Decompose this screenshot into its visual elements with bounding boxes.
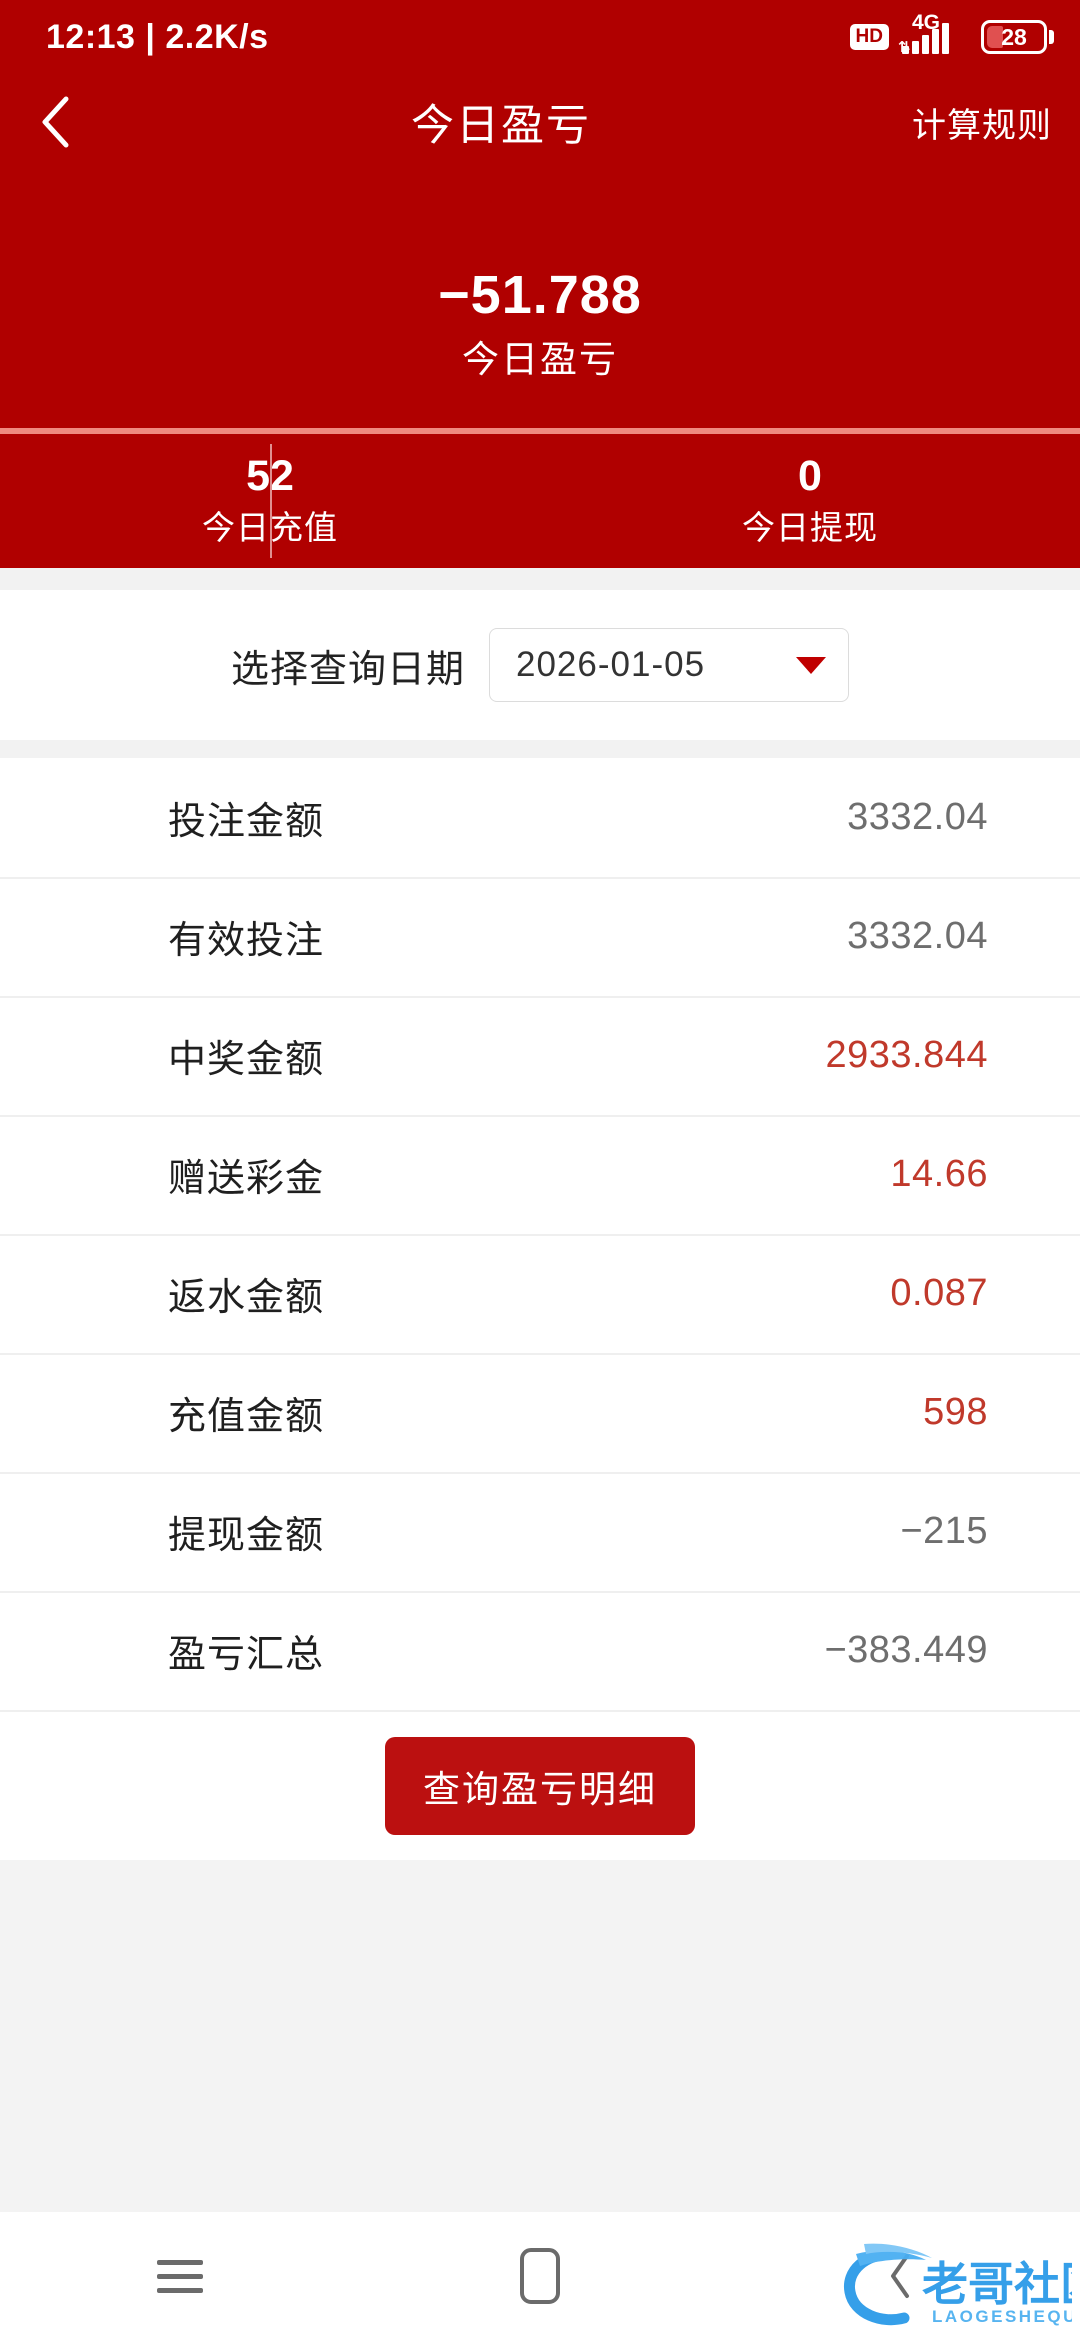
row-value: 3332.04: [847, 796, 988, 838]
row-label: 投注金额: [168, 801, 325, 843]
detail-list: 投注金额 3332.04 有效投注 3332.04 中奖金额 2933.844 …: [0, 758, 1080, 1710]
table-row: 中奖金额 2933.844: [0, 996, 1080, 1115]
page-background-filler: [0, 1860, 1080, 2212]
primary-action-zone: 查询盈亏明细: [0, 1712, 1080, 1860]
row-label: 充值金额: [168, 1396, 325, 1438]
nav-recents-button[interactable]: [0, 2259, 360, 2293]
page-title: 今日盈亏: [411, 102, 591, 150]
hero-panel: 12:13 | 2.2K/s HD 4G ⇅ 28: [0, 0, 1080, 428]
status-indicators: HD 4G ⇅ 28: [849, 11, 1054, 59]
table-row: 提现金额 −215: [0, 1472, 1080, 1591]
nav-back-button[interactable]: [720, 2252, 1080, 2300]
table-row: 充值金额 598: [0, 1353, 1080, 1472]
menu-icon: [157, 2259, 203, 2293]
stat-value: 0: [798, 451, 822, 500]
table-row: 投注金额 3332.04: [0, 758, 1080, 877]
row-label: 返水金额: [168, 1277, 325, 1319]
network-type-label: 4G: [912, 11, 941, 34]
row-value: 2933.844: [825, 1034, 988, 1076]
today-profit-amount: −51.788: [438, 265, 642, 325]
row-label: 有效投注: [168, 920, 325, 962]
row-value: 14.66: [890, 1153, 988, 1195]
system-navigation-bar: [0, 2212, 1080, 2340]
today-profit-summary: −51.788 今日盈亏: [0, 262, 1080, 384]
row-value: −383.449: [824, 1629, 988, 1671]
date-filter-label: 选择查询日期: [230, 648, 465, 691]
back-button[interactable]: [0, 74, 110, 170]
row-label: 赠送彩金: [168, 1158, 325, 1200]
query-profit-detail-button[interactable]: 查询盈亏明细: [385, 1737, 695, 1835]
row-value: −215: [900, 1510, 988, 1552]
section-gap-2: [0, 740, 1080, 758]
battery-icon: 28: [981, 20, 1054, 54]
battery-level-label: 28: [1001, 23, 1027, 50]
calculation-rules-button[interactable]: 计算规则: [912, 106, 1052, 145]
date-select-value: 2026-01-05: [516, 645, 706, 684]
stat-today-deposit[interactable]: 52 今日充值: [0, 434, 540, 568]
nav-home-button[interactable]: [360, 2248, 720, 2304]
signal-strength-icon: 4G ⇅: [898, 11, 968, 59]
table-row: 赠送彩金 14.66: [0, 1115, 1080, 1234]
stats-row: 52 今日充值 0 今日提现: [0, 434, 1080, 568]
list-bottom-divider: [0, 1710, 1080, 1712]
section-gap: [0, 568, 1080, 590]
row-value: 3332.04: [847, 915, 988, 957]
status-bar: 12:13 | 2.2K/s HD 4G ⇅ 28: [0, 0, 1080, 74]
table-row: 返水金额 0.087: [0, 1234, 1080, 1353]
row-value: 598: [923, 1391, 988, 1433]
date-filter-section: 选择查询日期 2026-01-05: [0, 590, 1080, 740]
home-square-icon: [520, 2248, 560, 2304]
table-row: 有效投注 3332.04: [0, 877, 1080, 996]
today-profit-caption: 今日盈亏: [462, 338, 618, 380]
app-header: 今日盈亏 计算规则: [0, 74, 1080, 170]
row-label: 提现金额: [168, 1515, 325, 1557]
stat-label: 今日提现: [742, 509, 878, 547]
table-row: 盈亏汇总 −383.449: [0, 1591, 1080, 1710]
row-label: 中奖金额: [168, 1039, 325, 1081]
hero-divider: [0, 428, 1080, 434]
stat-today-withdrawal[interactable]: 0 今日提现: [540, 434, 1080, 568]
stat-label: 今日充值: [202, 509, 338, 547]
hd-icon: HD: [849, 24, 889, 50]
chevron-left-icon: [887, 2252, 913, 2300]
caret-down-icon: [796, 656, 826, 674]
signal-bars: [902, 23, 949, 54]
date-select[interactable]: 2026-01-05: [489, 628, 849, 702]
stat-separator: [270, 444, 272, 558]
row-label: 盈亏汇总: [168, 1634, 325, 1676]
status-time-and-speed: 12:13 | 2.2K/s: [46, 17, 269, 56]
row-value: 0.087: [890, 1272, 988, 1314]
